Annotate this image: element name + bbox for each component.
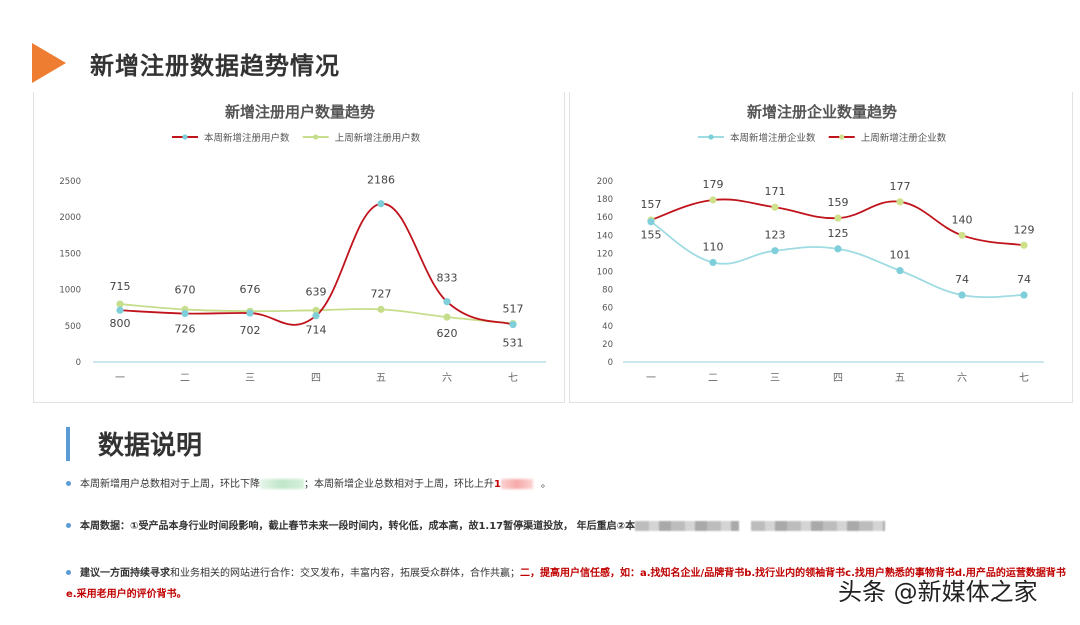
svg-text:140: 140 [597, 231, 613, 241]
note3-red: 二，提高用户信任感，如：a.找知名企业/品牌背书b.找行业内的领袖背书c.找用户… [66, 568, 1066, 600]
user-trend-chart-card: 新增注册用户数量趋势本周新增注册用户数 上周新增注册用户数 0 500 1000 1500… [33, 92, 565, 403]
svg-text:800: 800 [110, 317, 131, 330]
redacted-value [500, 479, 533, 489]
svg-text:一: 一 [115, 373, 125, 384]
note2-label: 本周数据： [80, 521, 130, 532]
svg-text:80: 80 [602, 286, 613, 296]
watermark: 头条 @新媒体之家 [838, 578, 1038, 606]
svg-text:0: 0 [608, 358, 613, 368]
svg-text:500: 500 [65, 322, 81, 332]
svg-text:一: 一 [646, 373, 656, 384]
svg-text:四: 四 [833, 373, 843, 384]
svg-text:160: 160 [597, 213, 613, 223]
svg-text:620: 620 [437, 327, 458, 340]
svg-text:676: 676 [240, 283, 261, 296]
svg-text:1000: 1000 [59, 286, 81, 296]
svg-text:74: 74 [1017, 273, 1031, 286]
svg-text:新增注册用户数量趋势: 新增注册用户数量趋势 [225, 103, 375, 121]
svg-text:715: 715 [110, 280, 131, 293]
svg-text:74: 74 [955, 273, 969, 286]
svg-text:2500: 2500 [59, 177, 81, 187]
svg-text:120: 120 [597, 249, 613, 259]
bullet-dot-icon [66, 480, 71, 486]
note-item-2: 本周数据：①受产品本身行业时间段影响，截止春节未来一段时间内，转化低，成本高，故… [66, 516, 886, 537]
svg-text:101: 101 [890, 249, 911, 262]
svg-text:四: 四 [311, 373, 321, 384]
svg-text:129: 129 [1014, 223, 1035, 236]
triangle-marker-icon [32, 43, 66, 83]
svg-text:177: 177 [890, 180, 911, 193]
svg-text:123: 123 [765, 229, 786, 242]
svg-text:157: 157 [641, 198, 662, 211]
svg-text:20: 20 [602, 340, 613, 350]
svg-text:702: 702 [240, 324, 261, 337]
redacted-text [751, 521, 886, 531]
svg-text:100: 100 [597, 268, 613, 278]
notes-header: 数据说明 [66, 425, 202, 462]
svg-text:三: 三 [245, 373, 255, 384]
svg-text:833: 833 [437, 272, 458, 285]
blue-bar-marker [66, 426, 70, 461]
svg-text:670: 670 [175, 283, 196, 296]
note1-text-d: 。 [540, 479, 551, 490]
bullet-dot-icon [66, 569, 71, 575]
svg-text:517: 517 [503, 303, 524, 316]
svg-text:40: 40 [602, 322, 613, 332]
svg-text:七: 七 [1019, 372, 1029, 384]
svg-text:639: 639 [306, 286, 327, 299]
svg-text:714: 714 [306, 323, 327, 336]
svg-text:六: 六 [442, 372, 452, 384]
svg-text:125: 125 [828, 227, 849, 240]
svg-text:1500: 1500 [59, 249, 81, 259]
note1-value-prefix: 1 [494, 479, 501, 490]
svg-text:200: 200 [597, 177, 613, 187]
bullet-dot-icon [66, 522, 71, 528]
svg-text:五: 五 [895, 373, 905, 384]
svg-text:六: 六 [957, 372, 967, 384]
company-trend-chart-card: 新增注册企业数量趋势本周新增注册企业数 上周新增注册企业数 0 20 40 60 80 100… [569, 92, 1073, 403]
section-title: 新增注册数据趋势情况 [90, 51, 340, 80]
svg-text:2186: 2186 [367, 174, 395, 187]
svg-text:本周新增注册企业数: 本周新增注册企业数 [730, 132, 816, 144]
redacted-value [260, 479, 304, 489]
note3-normal: 和业务相关的网站进行合作：交叉发布，丰富内容，拓展受众群体，合作共赢； [170, 568, 520, 579]
svg-text:新增注册企业数量趋势: 新增注册企业数量趋势 [747, 103, 897, 121]
svg-text:七: 七 [508, 372, 518, 384]
svg-text:110: 110 [703, 240, 724, 253]
note-item-1: 本周新增用户总数相对于上周，环比下降 ；本周新增企业总数相对于上周，环比上升1 。 [66, 474, 551, 495]
note2-text: ①受产品本身行业时间段影响，截止春节未来一段时间内，转化低，成本高，故1.17暂… [130, 521, 636, 532]
svg-text:180: 180 [597, 195, 613, 205]
svg-text:上周新增注册用户数: 上周新增注册用户数 [335, 132, 421, 144]
notes-title: 数据说明 [98, 431, 203, 461]
svg-text:三: 三 [770, 373, 780, 384]
svg-text:171: 171 [765, 185, 786, 198]
svg-text:上周新增注册企业数: 上周新增注册企业数 [861, 132, 947, 144]
svg-text:531: 531 [503, 337, 524, 350]
svg-text:0: 0 [76, 358, 81, 368]
svg-text:二: 二 [180, 373, 190, 384]
note3-bold: 建议一方面持续寻求 [80, 568, 170, 579]
note1-text-b: ；本周新增企业总数相对于上周，环比上升 [304, 479, 494, 490]
note-item-3: 建议一方面持续寻求和业务相关的网站进行合作：交叉发布，丰富内容，拓展受众群体，合… [66, 563, 1066, 605]
note1-text-a: 本周新增用户总数相对于上周，环比下降 [80, 479, 260, 490]
svg-text:727: 727 [371, 287, 392, 300]
svg-text:140: 140 [952, 213, 973, 226]
svg-text:本周新增注册用户数: 本周新增注册用户数 [204, 132, 290, 144]
svg-text:179: 179 [703, 178, 724, 191]
svg-text:726: 726 [175, 322, 196, 335]
svg-text:159: 159 [828, 196, 849, 209]
section-header: 新增注册数据趋势情况 [32, 42, 340, 84]
svg-text:2000: 2000 [59, 213, 81, 223]
redacted-text [635, 521, 740, 531]
svg-text:五: 五 [376, 373, 386, 384]
svg-text:155: 155 [641, 229, 662, 242]
svg-text:二: 二 [708, 373, 718, 384]
svg-text:60: 60 [602, 304, 613, 314]
